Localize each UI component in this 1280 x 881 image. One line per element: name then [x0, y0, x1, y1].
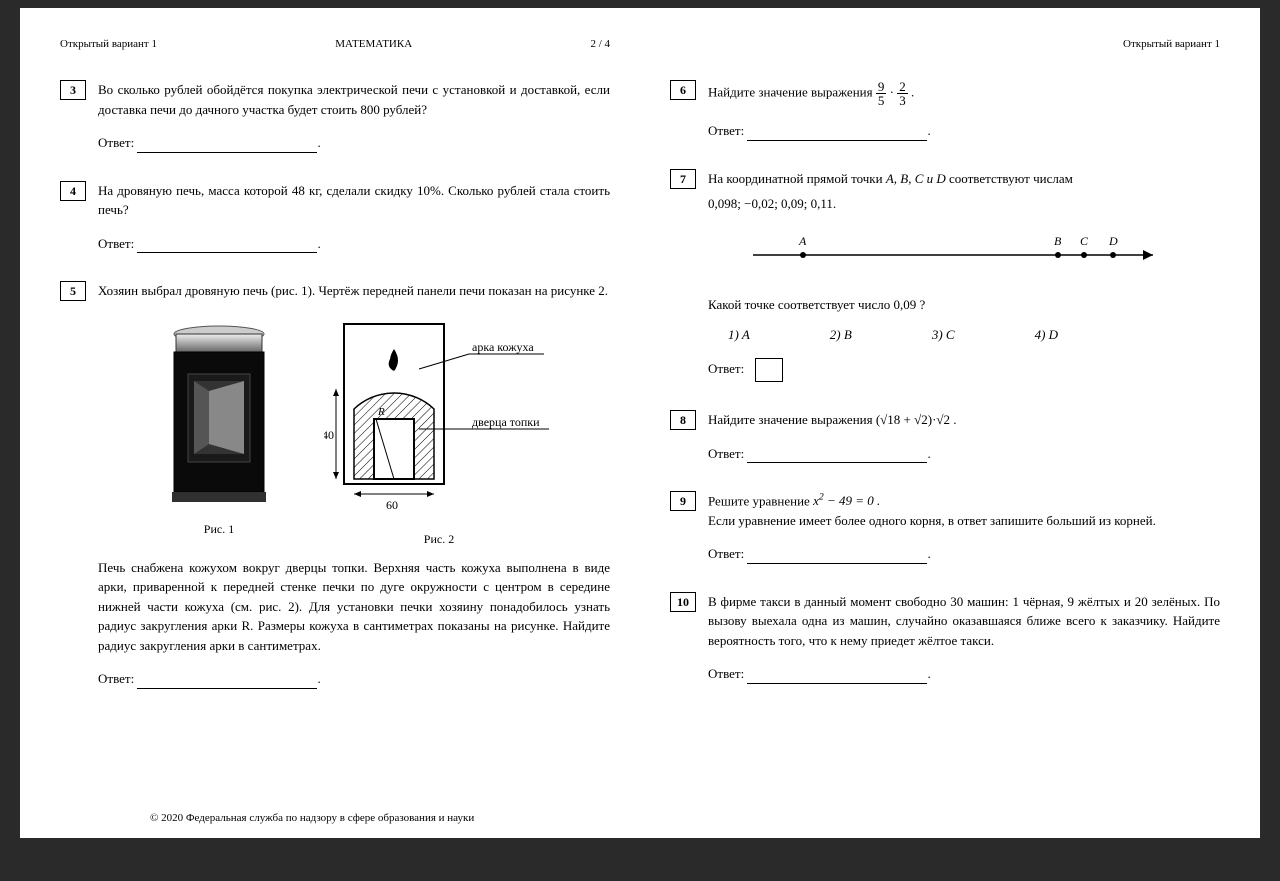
answer-label: Ответ: [98, 236, 134, 251]
dim-height: 40 [324, 428, 334, 442]
answer-blank[interactable] [137, 139, 317, 153]
figure-1: Рис. 1 [154, 319, 284, 548]
answer-label: Ответ: [708, 666, 744, 681]
answer-row: Ответ: . [708, 121, 1220, 141]
figure-caption: Рис. 1 [154, 520, 284, 538]
svg-text:A: A [798, 234, 807, 248]
answer-blank[interactable] [747, 127, 927, 141]
radius-label: R [377, 406, 385, 418]
option-3: 3) C [932, 325, 955, 345]
arch-callout: арка кожуха [472, 340, 534, 354]
answer-label: Ответ: [98, 135, 134, 150]
options: 1) A 2) B 3) C 4) D [728, 325, 1220, 345]
task-4: 4 На дровяную печь, масса которой 48 кг,… [60, 181, 610, 254]
task-text: Во сколько рублей обойдётся покупка элек… [98, 82, 610, 117]
svg-text:B: B [1054, 234, 1062, 248]
task-10: 10 В фирме такси в данный момент свободн… [670, 592, 1220, 684]
svg-text:C: C [1080, 234, 1089, 248]
task-6: 6 Найдите значение выражения 9 5 · 2 3 .… [670, 80, 1220, 141]
answer-blank[interactable] [137, 239, 317, 253]
answer-row: Ответ: . [708, 544, 1220, 564]
task-text: В фирме такси в данный момент свободно 3… [708, 594, 1220, 648]
task-text-2: соответствуют числам [946, 171, 1073, 186]
option-4: 4) D [1035, 325, 1058, 345]
task-body: На дровяную печь, масса которой 48 кг, с… [98, 181, 610, 254]
task-text: На дровяную печь, масса которой 48 кг, с… [98, 183, 610, 218]
answer-blank[interactable] [747, 670, 927, 684]
task-text-2: Печь снабжена кожухом вокруг дверцы топк… [98, 558, 610, 656]
header-right: Открытый вариант 1 [670, 38, 1220, 50]
svg-text:D: D [1108, 234, 1118, 248]
task-7: 7 На координатной прямой точки A, B, C и… [670, 169, 1220, 383]
task-number: 8 [670, 410, 696, 430]
dim-width: 60 [386, 498, 398, 512]
answer-row: Ответ: . [98, 133, 610, 153]
subject-label: МАТЕМАТИКА [335, 38, 412, 50]
task-text: Хозяин выбрал дровяную печь (рис. 1). Че… [98, 283, 608, 298]
variant-label: Открытый вариант 1 [1123, 38, 1220, 50]
number-line: A B C D [748, 230, 1168, 270]
task-body: Решите уравнение x2 − 49 = 0 . Если урав… [708, 491, 1220, 564]
answer-label: Ответ: [98, 671, 134, 686]
header-left: Открытый вариант 1 МАТЕМАТИКА 2 / 4 [60, 38, 610, 50]
task-body: В фирме такси в данный момент свободно 3… [708, 592, 1220, 684]
task-number: 4 [60, 181, 86, 201]
task-9: 9 Решите уравнение x2 − 49 = 0 . Если ур… [670, 491, 1220, 564]
task-5: 5 Хозяин выбрал дровяную печь (рис. 1). … [60, 281, 610, 689]
answer-blank[interactable] [747, 550, 927, 564]
variant-label: Открытый вариант 1 [60, 38, 157, 50]
fraction-1: 9 5 [876, 80, 887, 107]
task-body: Найдите значение выражения (√18 + √2)·√2… [708, 410, 1220, 463]
stove-drawing [154, 319, 284, 509]
number-list: 0,098; −0,02; 0,09; 0,11. [708, 194, 1220, 214]
option-1: 1) A [728, 325, 750, 345]
task-number: 9 [670, 491, 696, 511]
page-number: 2 / 4 [590, 38, 610, 50]
task-number: 3 [60, 80, 86, 100]
answer-row: Ответ: . [708, 664, 1220, 684]
answer-label: Ответ: [708, 123, 744, 138]
answer-label: Ответ: [708, 446, 744, 461]
figure-caption: Рис. 2 [324, 530, 554, 548]
answer-box[interactable] [755, 358, 783, 382]
answer-label: Ответ: [708, 361, 744, 376]
task-3: 3 Во сколько рублей обойдётся покупка эл… [60, 80, 610, 153]
task-body: Хозяин выбрал дровяную печь (рис. 1). Че… [98, 281, 610, 689]
task-text: Найдите значение выражения [708, 84, 876, 99]
equation: x2 − 49 = 0 . [813, 493, 880, 508]
task-body: На координатной прямой точки A, B, C и D… [708, 169, 1220, 383]
task-number: 10 [670, 592, 696, 612]
task-question: Какой точке соответствует число 0,09 ? [708, 295, 1220, 315]
answer-row: Ответ: . [98, 234, 610, 254]
footer-copyright: © 2020 Федеральная служба по надзору в с… [150, 812, 474, 824]
task-number: 5 [60, 281, 86, 301]
task-body: Во сколько рублей обойдётся покупка элек… [98, 80, 610, 153]
door-callout: дверца топки [472, 415, 540, 429]
fraction-2: 2 3 [897, 80, 908, 107]
exam-page: Открытый вариант 1 МАТЕМАТИКА 2 / 4 3 Во… [20, 8, 1260, 838]
answer-blank[interactable] [747, 449, 927, 463]
task-text: Найдите значение выражения (√18 + √2)·√2… [708, 412, 957, 427]
figure-2: R 40 60 арка кожуха [324, 319, 554, 548]
answer-row: Ответ: . [98, 669, 610, 689]
answer-blank[interactable] [137, 675, 317, 689]
figures: Рис. 1 [98, 319, 610, 548]
answer-row: Ответ: . [708, 444, 1220, 464]
stove-blueprint: R 40 60 арка кожуха [324, 319, 554, 519]
option-2: 2) B [830, 325, 852, 345]
task-number: 6 [670, 80, 696, 100]
task-text: Решите уравнение [708, 493, 813, 508]
answer-row: Ответ: [708, 358, 1220, 382]
task-number: 7 [670, 169, 696, 189]
letters: A, B, C и D [886, 171, 946, 186]
task-8: 8 Найдите значение выражения (√18 + √2)·… [670, 410, 1220, 463]
task-body: Найдите значение выражения 9 5 · 2 3 . О… [708, 80, 1220, 141]
task-text-2: Если уравнение имеет более одного корня,… [708, 511, 1220, 531]
task-text: На координатной прямой точки [708, 171, 886, 186]
answer-label: Ответ: [708, 546, 744, 561]
